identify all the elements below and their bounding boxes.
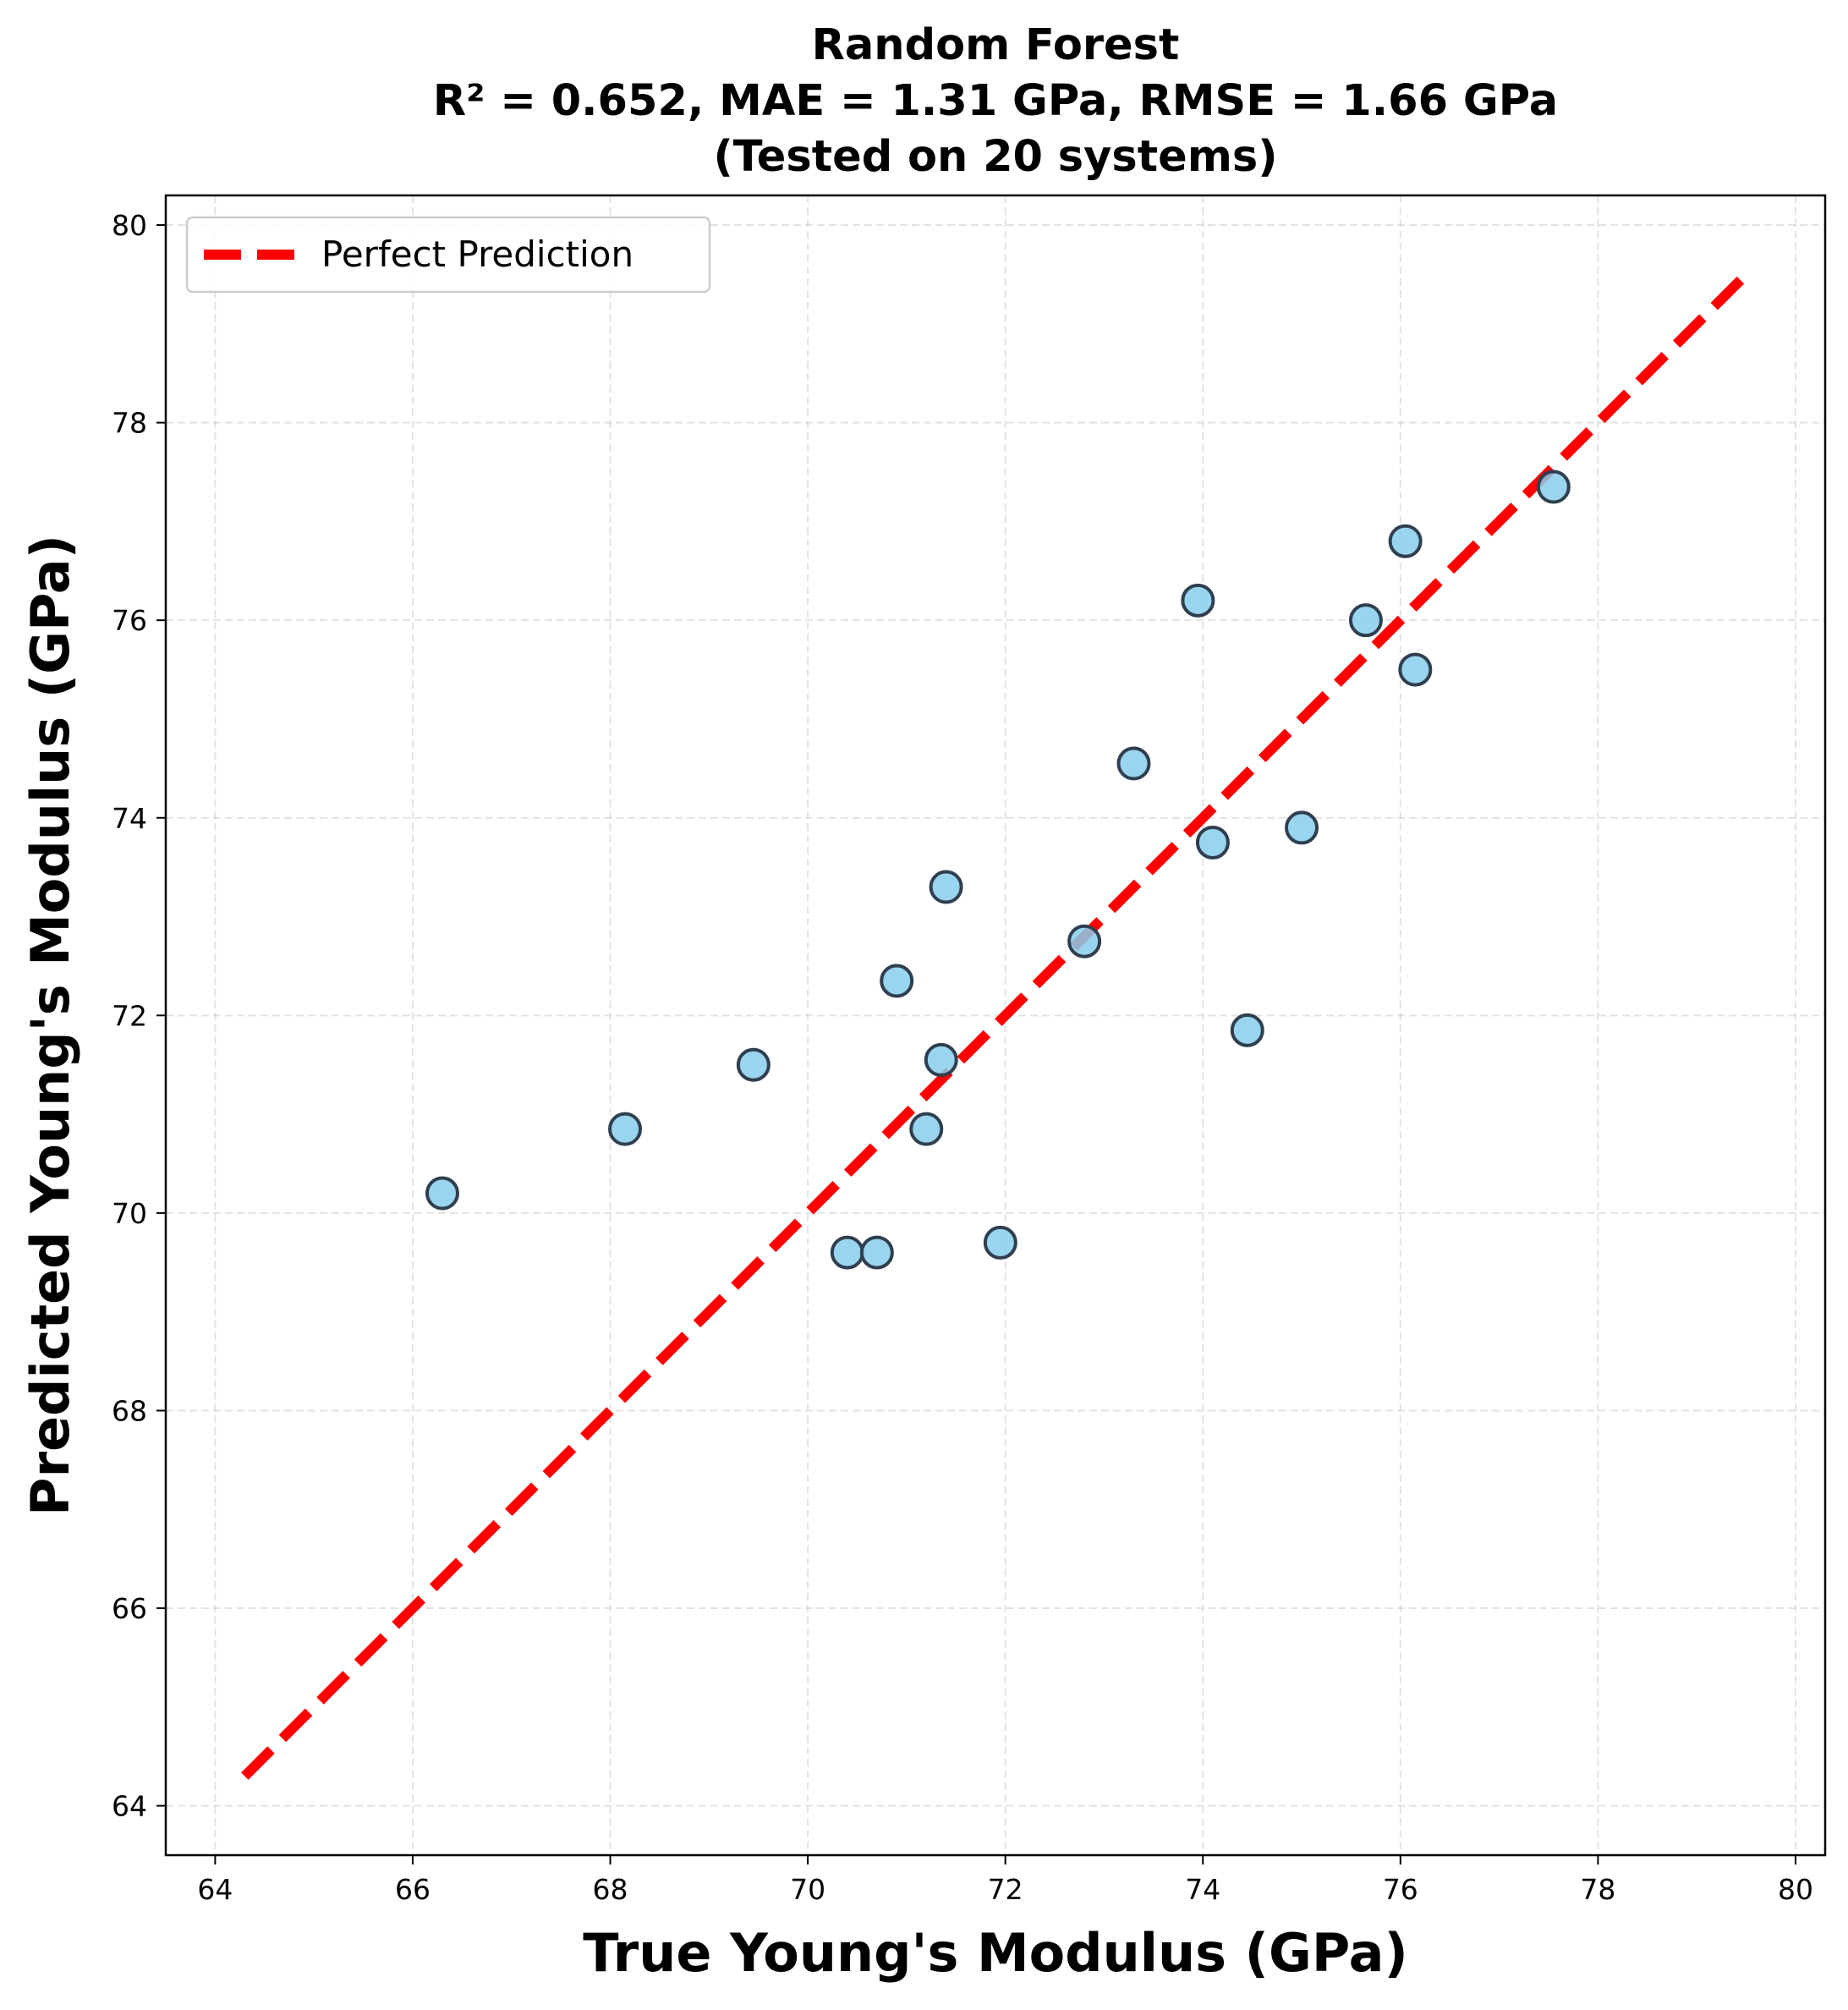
perfect-prediction-line — [241, 271, 1750, 1780]
x-tick-label: 74 — [1185, 1873, 1220, 1906]
data-point-9 — [929, 870, 963, 904]
data-point-11 — [1067, 924, 1102, 958]
data-point-14 — [1195, 825, 1230, 859]
data-point-4 — [830, 1235, 864, 1270]
y-tick-label: 74 — [112, 802, 147, 835]
y-tick-label: 72 — [112, 999, 147, 1032]
x-tick-label: 80 — [1778, 1873, 1813, 1906]
data-point-12 — [1116, 746, 1151, 781]
chart-title-block: Random Forest R² = 0.652, MAE = 1.31 GPa… — [433, 20, 1558, 182]
y-tick-label: 68 — [112, 1394, 147, 1427]
y-tick-label: 76 — [112, 604, 147, 637]
x-tick-label: 64 — [197, 1873, 233, 1906]
data-point-16 — [1285, 810, 1319, 845]
legend-label-perfect-prediction: Perfect Prediction — [321, 233, 633, 275]
chart-title: Random Forest — [812, 20, 1180, 70]
y-tick-label: 78 — [112, 407, 147, 440]
x-tick-label: 72 — [988, 1873, 1023, 1906]
data-point-19 — [1398, 652, 1433, 687]
chart-subtitle-test-size: (Tested on 20 systems) — [713, 132, 1277, 182]
data-points — [425, 470, 1571, 1270]
data-point-2 — [608, 1112, 643, 1146]
y-axis-label: Predicted Young's Modulus (GPa) — [19, 535, 81, 1516]
y-tick-label: 66 — [112, 1592, 147, 1625]
data-point-10 — [983, 1225, 1017, 1260]
y-axis-ticks: 64 66 68 70 72 74 76 78 80 — [112, 209, 166, 1823]
x-tick-label: 68 — [593, 1873, 628, 1906]
data-point-8 — [924, 1042, 958, 1077]
x-tick-label: 78 — [1580, 1873, 1615, 1906]
data-point-20 — [1536, 470, 1571, 504]
data-point-18 — [1388, 524, 1423, 558]
x-tick-label: 76 — [1383, 1873, 1418, 1906]
data-point-3 — [736, 1047, 770, 1082]
grid-lines — [166, 195, 1825, 1855]
x-axis-label: True Young's Modulus (GPa) — [583, 1922, 1408, 1984]
legend: Perfect Prediction — [185, 216, 711, 294]
data-point-1 — [425, 1176, 459, 1211]
plot-frame — [164, 194, 1827, 1857]
data-point-6 — [880, 964, 914, 998]
x-tick-label: 70 — [790, 1873, 825, 1906]
x-tick-label: 66 — [395, 1873, 430, 1906]
y-tick-label: 70 — [112, 1197, 147, 1230]
y-tick-label: 80 — [112, 209, 147, 242]
data-point-17 — [1348, 603, 1383, 638]
legend-box — [185, 216, 711, 294]
y-tick-label: 64 — [112, 1790, 147, 1823]
data-point-7 — [909, 1112, 944, 1146]
data-point-13 — [1181, 583, 1215, 618]
data-point-15 — [1230, 1013, 1264, 1047]
data-point-5 — [859, 1235, 894, 1270]
chart-subtitle-metrics: R² = 0.652, MAE = 1.31 GPa, RMSE = 1.66 … — [433, 76, 1558, 126]
x-axis-ticks: 64 66 68 70 72 74 76 78 80 — [197, 1855, 1813, 1906]
